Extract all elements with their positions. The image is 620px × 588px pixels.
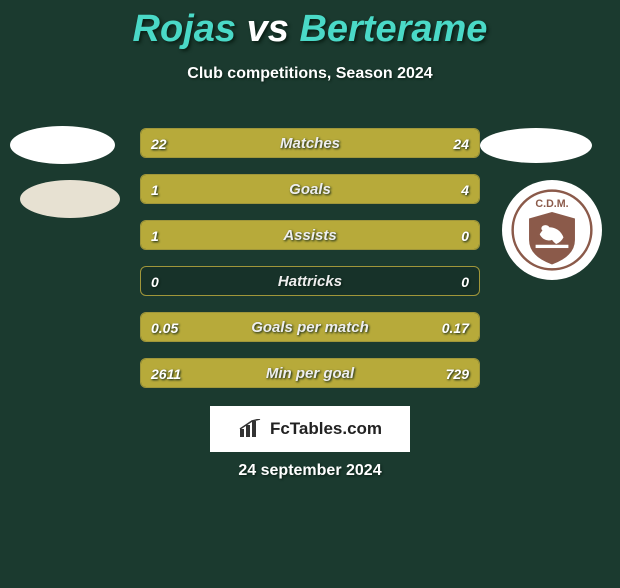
page-title: Rojas vs Berterame xyxy=(0,8,620,51)
watermark: FcTables.com xyxy=(210,406,410,452)
stat-value-right: 729 xyxy=(446,359,469,388)
title-right: Berterame xyxy=(299,8,487,50)
stat-row-goals-per-match: 0.05 Goals per match 0.17 xyxy=(140,312,480,342)
player1-avatar-top xyxy=(10,126,115,164)
stat-label: Hattricks xyxy=(141,267,479,296)
player2-avatar-top xyxy=(480,128,592,163)
subtitle: Club competitions, Season 2024 xyxy=(0,65,620,83)
title-vs: vs xyxy=(247,8,289,50)
stat-value-right: 4 xyxy=(461,175,469,204)
stat-row-min-per-goal: 2611 Min per goal 729 xyxy=(140,358,480,388)
stat-label: Goals per match xyxy=(141,313,479,342)
stat-row-hattricks: 0 Hattricks 0 xyxy=(140,266,480,296)
badge-text: C.D.M. xyxy=(535,198,568,210)
stat-label: Min per goal xyxy=(141,359,479,388)
player1-avatar-bottom xyxy=(20,180,120,218)
watermark-text: FcTables.com xyxy=(270,419,382,439)
stat-row-goals: 1 Goals 4 xyxy=(140,174,480,204)
date-text: 24 september 2024 xyxy=(0,462,620,480)
stat-value-right: 0 xyxy=(461,267,469,296)
cdm-badge-icon: C.D.M. xyxy=(511,189,593,271)
stat-value-right: 0 xyxy=(461,221,469,250)
stat-value-right: 0.17 xyxy=(442,313,469,342)
stat-row-matches: 22 Matches 24 xyxy=(140,128,480,158)
stat-label: Assists xyxy=(141,221,479,250)
player2-club-badge: C.D.M. xyxy=(502,180,602,280)
stat-label: Goals xyxy=(141,175,479,204)
stat-label: Matches xyxy=(141,129,479,158)
stat-value-right: 24 xyxy=(453,129,469,158)
chart-icon xyxy=(238,419,264,439)
title-left: Rojas xyxy=(133,8,236,50)
stats-container: 22 Matches 24 1 Goals 4 1 Assists 0 0 Ha… xyxy=(140,128,480,404)
stat-row-assists: 1 Assists 0 xyxy=(140,220,480,250)
